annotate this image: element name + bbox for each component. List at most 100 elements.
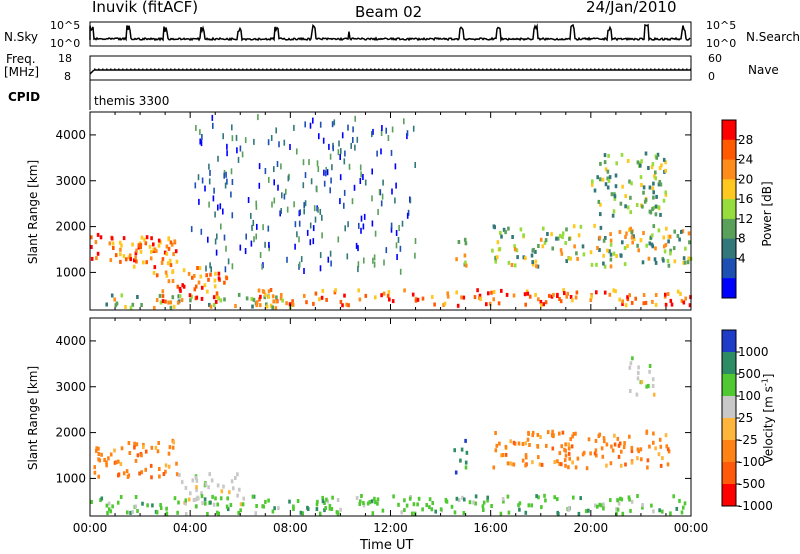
data-cell (609, 252, 613, 257)
nave-point (138, 68, 140, 70)
data-cell (302, 182, 305, 189)
data-cell (129, 305, 133, 310)
data-cell (551, 433, 554, 438)
data-cell (607, 178, 611, 183)
data-cell (558, 461, 561, 466)
data-cell (374, 230, 377, 237)
data-cell (565, 227, 568, 232)
data-cell (558, 233, 562, 238)
data-cell (571, 434, 574, 439)
data-cell (257, 114, 259, 121)
data-cell (609, 264, 613, 269)
colorbar-swatch (722, 330, 736, 353)
nave-point (462, 68, 464, 70)
data-cell (522, 233, 525, 238)
nave-point (122, 68, 124, 70)
data-cell (431, 501, 434, 505)
data-cell (444, 497, 448, 502)
data-cell (606, 248, 609, 253)
data-cell (145, 260, 148, 265)
data-cell (652, 181, 655, 186)
colorbar-swatch (722, 374, 736, 397)
data-cell (606, 169, 610, 174)
data-cell (561, 235, 564, 240)
data-cell (251, 494, 255, 499)
data-cell (564, 241, 567, 245)
data-cell (318, 297, 321, 302)
data-cell (450, 504, 454, 509)
data-cell (319, 208, 322, 215)
data-cell (557, 512, 560, 516)
data-cell (200, 140, 203, 147)
data-cell (135, 248, 138, 253)
nave-point (118, 68, 120, 70)
data-cell (216, 510, 219, 515)
data-cell (109, 258, 113, 263)
data-cell (645, 429, 649, 434)
data-cell (600, 446, 604, 451)
data-cell (165, 251, 169, 256)
nave-point (254, 68, 256, 70)
nave-point (566, 68, 568, 70)
data-cell (664, 433, 668, 438)
data-cell (642, 190, 645, 195)
nave-point (126, 68, 128, 70)
colorbar-swatch (722, 396, 736, 419)
data-cell (465, 450, 469, 455)
data-cell (591, 179, 594, 184)
data-cell (263, 295, 267, 300)
data-cell (251, 304, 254, 309)
data-cell (652, 431, 655, 436)
data-cell (143, 237, 146, 242)
data-cell (567, 465, 570, 470)
data-cell (640, 159, 643, 164)
data-cell (111, 504, 114, 509)
data-cell (258, 297, 261, 302)
cpid-value: themis 3300 (94, 94, 170, 108)
data-cell (215, 291, 219, 296)
data-cell (408, 496, 412, 501)
data-cell (171, 279, 175, 283)
data-cell (194, 504, 198, 509)
data-cell (275, 299, 278, 304)
data-cell (527, 430, 530, 435)
data-cell (595, 453, 598, 458)
data-cell (362, 223, 365, 230)
data-cell (199, 129, 201, 136)
data-cell (300, 256, 303, 263)
data-cell (603, 160, 607, 165)
data-cell (328, 506, 332, 511)
data-cell (575, 290, 579, 295)
nave-point (438, 68, 440, 70)
data-cell (446, 294, 450, 299)
data-cell (646, 384, 650, 389)
data-cell (636, 494, 639, 498)
nave-point (274, 68, 276, 70)
data-cell (171, 445, 175, 450)
data-cell (639, 161, 642, 166)
data-cell (325, 170, 327, 177)
nave-point (334, 68, 336, 70)
data-cell (331, 121, 334, 128)
data-cell (630, 449, 634, 454)
data-cell (236, 147, 238, 154)
colorbar-swatch (722, 484, 736, 507)
nave-point (326, 68, 328, 70)
data-cell (368, 500, 372, 505)
data-cell (298, 210, 301, 217)
nave-point (422, 68, 424, 70)
data-cell (238, 487, 241, 492)
data-cell (119, 247, 122, 252)
data-cell (666, 292, 670, 296)
data-cell (624, 235, 627, 239)
data-cell (344, 150, 346, 157)
data-cell (194, 284, 198, 289)
data-cell (651, 162, 655, 167)
nave-point (314, 68, 316, 70)
data-cell (651, 207, 654, 212)
data-cell (223, 280, 226, 285)
data-cell (199, 274, 203, 279)
data-cell (421, 296, 425, 301)
data-cell (203, 497, 207, 502)
data-cell (169, 300, 173, 305)
